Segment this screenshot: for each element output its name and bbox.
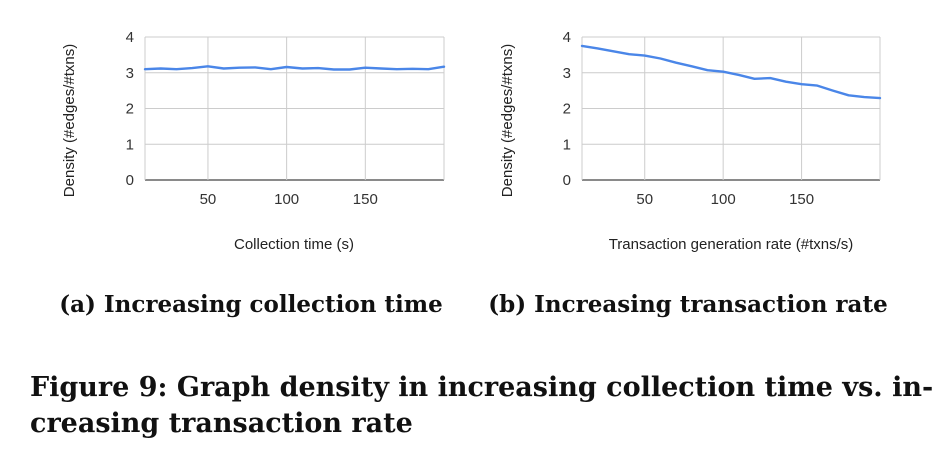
figure-caption-line-2: creasing transaction rate xyxy=(30,408,413,439)
y-tick-label: 3 xyxy=(563,65,571,82)
x-tick-label: 100 xyxy=(274,191,299,208)
y-tick-label: 2 xyxy=(126,101,134,118)
y-axis-label: Density (#edges/#txns) xyxy=(61,44,78,197)
series-line xyxy=(580,44,882,100)
chart-panel-a: 0 1 2 3 4 50 100 150 Collection time (s) Density … xyxy=(61,29,446,253)
x-tick-label: 150 xyxy=(789,191,814,208)
chart-panel-b: 0 1 2 3 4 50 100 150 Transaction generation rate… xyxy=(499,29,882,253)
y-tick-label: 2 xyxy=(563,101,571,118)
y-tick-label: 0 xyxy=(126,172,134,189)
figure-caption-line-1: Figure 9: Graph density in increasing co… xyxy=(30,372,933,403)
x-tick-label: 50 xyxy=(200,191,217,208)
y-axis-label: Density (#edges/#txns) xyxy=(499,44,516,197)
x-tick-label: 100 xyxy=(711,191,736,208)
y-tick-label: 0 xyxy=(563,172,571,189)
series-line xyxy=(143,65,446,71)
x-tick-label: 50 xyxy=(636,191,653,208)
x-tick-label: 150 xyxy=(353,191,378,208)
x-axis-label: Collection time (s) xyxy=(234,236,354,253)
y-tick-label: 4 xyxy=(126,29,134,46)
subcaption-a: (a) Increasing collection time xyxy=(59,291,443,318)
subcaption-b: (b) Increasing transaction rate xyxy=(488,291,887,318)
y-tick-label: 1 xyxy=(563,136,571,153)
y-tick-label: 1 xyxy=(126,136,134,153)
y-tick-label: 4 xyxy=(563,29,571,46)
y-tick-label: 3 xyxy=(126,65,134,82)
x-axis-label: Transaction generation rate (#txns/s) xyxy=(609,236,854,253)
